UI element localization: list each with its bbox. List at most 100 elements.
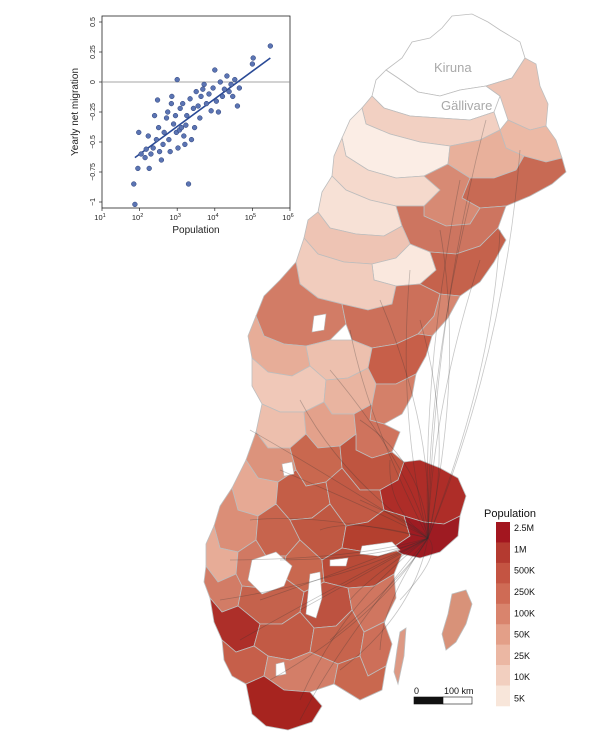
lake-vanern (247, 551, 293, 595)
scatter-point (197, 115, 203, 121)
x-tick-label: 104 (207, 213, 218, 222)
lake-hjalmaren (329, 557, 349, 567)
scatter-point (226, 88, 232, 95)
migration-flow-line (427, 199, 471, 539)
migration-flow-line (426, 179, 461, 539)
migration-flow-line (379, 537, 429, 651)
migration-flow-line (427, 259, 481, 539)
scatter-point (138, 151, 144, 157)
population-legend: Population 2.5M 1M 500K 250K 100K 50K 25K 10K 5K (484, 508, 536, 707)
scatter-point (174, 76, 180, 83)
scatter-point (234, 103, 241, 109)
scatter-point (155, 124, 162, 131)
legend-label: 5K (514, 694, 525, 704)
migration-flow-line (229, 537, 429, 561)
municipalities-north (295, 13, 567, 311)
x-tick-label: 101 (94, 213, 105, 222)
migration-flow-line (427, 119, 487, 539)
scatter-point (177, 105, 183, 112)
scatter-point (184, 112, 190, 119)
scatter-point (160, 141, 166, 148)
migration-flow-line (239, 537, 429, 641)
legend-label: 1M (514, 544, 527, 554)
migration-flow-line (349, 329, 429, 539)
scale-zero-label: 0 (414, 686, 419, 696)
migration-flow-line (279, 537, 429, 561)
scatter-point (249, 61, 256, 67)
scatter-point (203, 100, 210, 107)
scatter-point (135, 165, 141, 172)
city-labels: Kiruna Gällivare (434, 60, 492, 113)
island-oland (393, 627, 407, 686)
scatter-point (198, 93, 204, 100)
migration-flow-line (249, 518, 429, 539)
scatter-point (236, 85, 243, 91)
x-tick-label: 102 (132, 213, 143, 222)
scatter-point (136, 129, 142, 136)
scatter-point (156, 148, 163, 155)
scatter-point (206, 91, 212, 97)
scatter-point (188, 136, 195, 143)
y-tick-label: −0.25 (90, 103, 97, 121)
lake-vattern (305, 571, 323, 619)
scatter-point (172, 112, 179, 119)
scatter-point (150, 145, 156, 151)
legend-swatch (496, 603, 510, 625)
scatter-point (230, 93, 236, 100)
legend-label: 10K (514, 672, 530, 682)
legend-swatch (496, 624, 510, 645)
scatter-point (163, 115, 170, 121)
scale-distance-label: 100 km (444, 686, 474, 696)
scatter-point (224, 73, 230, 79)
migration-flow-line (299, 537, 429, 611)
municipality-stockholm (391, 515, 461, 559)
scatter-point (228, 81, 234, 88)
migration-flow-line (339, 537, 429, 671)
legend-swatch (496, 665, 510, 686)
y-tick-label: −0.5 (90, 135, 97, 149)
x-tick-label: 103 (169, 213, 180, 222)
scatter-point (181, 133, 187, 139)
municipality-malmo (245, 675, 323, 731)
migration-flow-line (405, 269, 429, 539)
scatter-point (213, 98, 220, 104)
migration-flow-line (329, 369, 429, 539)
y-tick-label: 0 (90, 80, 97, 84)
scatter-point (145, 133, 151, 139)
legend-swatch (496, 562, 510, 584)
scatter-point (212, 67, 218, 73)
migration-flow-line (399, 537, 433, 601)
scatter-point (250, 55, 256, 61)
migration-flow-line (299, 537, 429, 721)
migration-flow-line (427, 229, 501, 539)
scatter-point (232, 76, 238, 83)
legend-swatch (496, 685, 510, 707)
legend-swatches (496, 522, 510, 707)
migration-flow-line (299, 537, 429, 701)
scatter-point (148, 151, 154, 157)
scatter-point (142, 154, 148, 161)
migration-flow-line (259, 537, 429, 601)
migration-flow-line (427, 149, 521, 539)
scatter-point (161, 129, 167, 136)
inset-points (131, 43, 273, 208)
migration-flow-line (299, 399, 429, 539)
scatter-point (180, 100, 186, 107)
scatter-point (166, 136, 172, 143)
inset-x-axis-label: Population (172, 225, 219, 236)
scatter-point (195, 103, 201, 109)
migration-flow-line (359, 419, 429, 539)
migration-flow-line (219, 537, 429, 601)
y-tick-label: −1 (90, 198, 97, 206)
scatter-point (168, 100, 175, 107)
scatter-point (132, 201, 138, 208)
lake-storsjon (311, 313, 327, 333)
lake-bolmen (275, 661, 287, 677)
scatter-point (219, 93, 226, 100)
legend-title: Population (484, 508, 536, 520)
legend-swatch (496, 522, 510, 543)
scatter-point (187, 96, 193, 102)
scatter-point (193, 88, 199, 95)
legend-label: 100K (514, 608, 535, 618)
